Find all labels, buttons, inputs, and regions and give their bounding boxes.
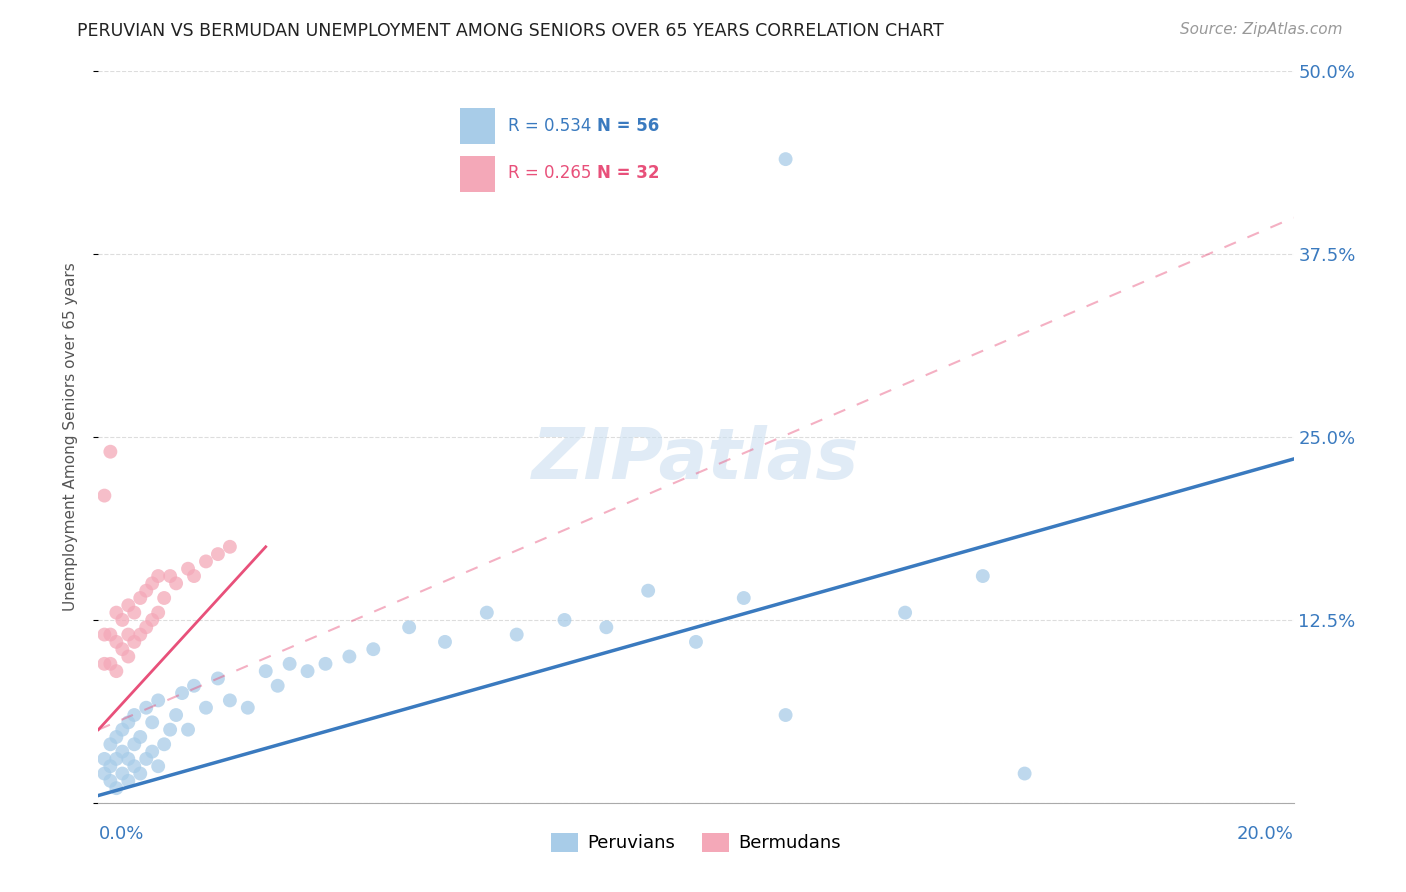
Point bbox=[129, 766, 152, 780]
Point bbox=[124, 737, 146, 751]
Point bbox=[177, 562, 200, 576]
Point bbox=[98, 657, 122, 671]
Point bbox=[267, 679, 290, 693]
Point bbox=[129, 591, 152, 605]
Point bbox=[124, 708, 146, 723]
Point bbox=[165, 708, 187, 723]
Point bbox=[148, 606, 170, 620]
Point bbox=[111, 642, 134, 657]
Point bbox=[219, 540, 242, 554]
Point bbox=[98, 627, 122, 641]
Point bbox=[129, 730, 152, 744]
Point bbox=[135, 620, 157, 634]
Text: ZIPatlas: ZIPatlas bbox=[533, 425, 859, 493]
Text: 0.0%: 0.0% bbox=[98, 825, 143, 843]
Point bbox=[105, 664, 128, 678]
Point bbox=[315, 657, 337, 671]
Point bbox=[124, 759, 146, 773]
Point bbox=[339, 649, 361, 664]
Point bbox=[733, 591, 755, 605]
Point bbox=[93, 627, 115, 641]
Point bbox=[177, 723, 200, 737]
Point bbox=[135, 752, 157, 766]
Point bbox=[105, 730, 128, 744]
Point bbox=[475, 606, 498, 620]
Point bbox=[172, 686, 194, 700]
Point bbox=[363, 642, 385, 657]
Point bbox=[183, 679, 205, 693]
Point bbox=[506, 627, 529, 641]
Point bbox=[554, 613, 576, 627]
Point bbox=[434, 635, 457, 649]
Point bbox=[1014, 766, 1036, 780]
Point bbox=[398, 620, 420, 634]
Point bbox=[278, 657, 301, 671]
Point bbox=[165, 576, 187, 591]
Point bbox=[105, 752, 128, 766]
Point bbox=[93, 657, 115, 671]
Text: PERUVIAN VS BERMUDAN UNEMPLOYMENT AMONG SENIORS OVER 65 YEARS CORRELATION CHART: PERUVIAN VS BERMUDAN UNEMPLOYMENT AMONG … bbox=[77, 22, 943, 40]
Text: Source: ZipAtlas.com: Source: ZipAtlas.com bbox=[1180, 22, 1343, 37]
Point bbox=[195, 700, 218, 714]
Point bbox=[159, 569, 181, 583]
Point bbox=[207, 672, 229, 686]
Point bbox=[124, 606, 146, 620]
Point bbox=[111, 723, 134, 737]
Point bbox=[148, 759, 170, 773]
Point bbox=[93, 752, 115, 766]
Point bbox=[98, 444, 122, 458]
Point bbox=[98, 773, 122, 788]
Point bbox=[111, 745, 134, 759]
Point bbox=[685, 635, 707, 649]
Point bbox=[148, 569, 170, 583]
Point bbox=[219, 693, 242, 707]
Point bbox=[637, 583, 659, 598]
Point bbox=[117, 627, 139, 641]
Point bbox=[595, 620, 617, 634]
Point bbox=[117, 773, 139, 788]
Point bbox=[135, 700, 157, 714]
Point bbox=[141, 613, 163, 627]
Point bbox=[117, 649, 139, 664]
Point bbox=[141, 715, 163, 730]
Point bbox=[117, 752, 139, 766]
Point bbox=[105, 635, 128, 649]
Point bbox=[93, 489, 115, 503]
Point bbox=[254, 664, 277, 678]
Point bbox=[111, 613, 134, 627]
Point bbox=[775, 708, 797, 723]
Legend: Peruvians, Bermudans: Peruvians, Bermudans bbox=[544, 826, 848, 860]
Point bbox=[297, 664, 319, 678]
Point bbox=[135, 583, 157, 598]
Point bbox=[117, 715, 139, 730]
Point bbox=[148, 693, 170, 707]
Point bbox=[129, 627, 152, 641]
Point bbox=[98, 737, 122, 751]
Point bbox=[124, 635, 146, 649]
Point bbox=[195, 554, 218, 568]
Point bbox=[105, 606, 128, 620]
Point bbox=[207, 547, 229, 561]
Point bbox=[111, 766, 134, 780]
Point bbox=[153, 737, 176, 751]
Point bbox=[141, 745, 163, 759]
Point bbox=[159, 723, 181, 737]
Point bbox=[93, 766, 115, 780]
Point bbox=[894, 606, 917, 620]
Point bbox=[183, 569, 205, 583]
Point bbox=[236, 700, 259, 714]
Point bbox=[972, 569, 994, 583]
Point bbox=[105, 781, 128, 796]
Point bbox=[117, 599, 139, 613]
Point bbox=[98, 759, 122, 773]
Point bbox=[153, 591, 176, 605]
Point bbox=[775, 152, 797, 166]
Text: 20.0%: 20.0% bbox=[1237, 825, 1294, 843]
Y-axis label: Unemployment Among Seniors over 65 years: Unemployment Among Seniors over 65 years bbox=[63, 263, 77, 611]
Point bbox=[141, 576, 163, 591]
